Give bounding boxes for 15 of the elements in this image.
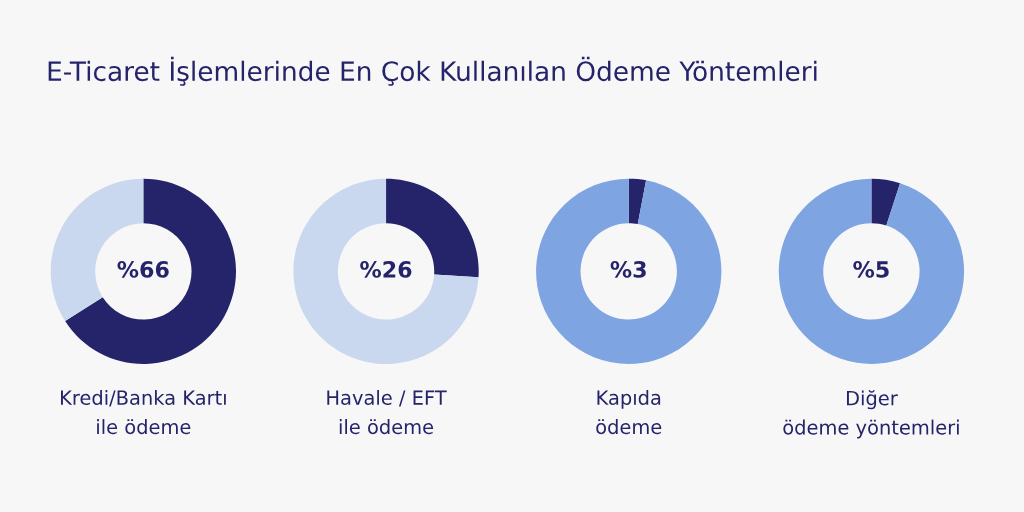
- text: Havale / EFT ile ödeme: [327, 389, 447, 435]
- donut-slice: [628, 178, 647, 225]
- text: Kredi/Banka Kartı ile ödeme: [61, 389, 226, 435]
- text: %66: [117, 261, 169, 278]
- donut-slice: [871, 178, 901, 226]
- text: Diğer ödeme yöntemleri: [783, 389, 959, 439]
- text: %3: [610, 261, 646, 278]
- text: %26: [360, 261, 412, 278]
- donut-slice: [536, 178, 722, 365]
- text: E-Ticaret İşlemlerinde En Çok Kullanılan Ödeme Yöntemleri: [48, 56, 817, 86]
- donut-slice: [293, 178, 479, 365]
- donut-slice: [65, 178, 236, 364]
- text: %5: [853, 261, 889, 278]
- donut-slice: [778, 178, 965, 365]
- text: Kapıda ödeme: [596, 389, 662, 435]
